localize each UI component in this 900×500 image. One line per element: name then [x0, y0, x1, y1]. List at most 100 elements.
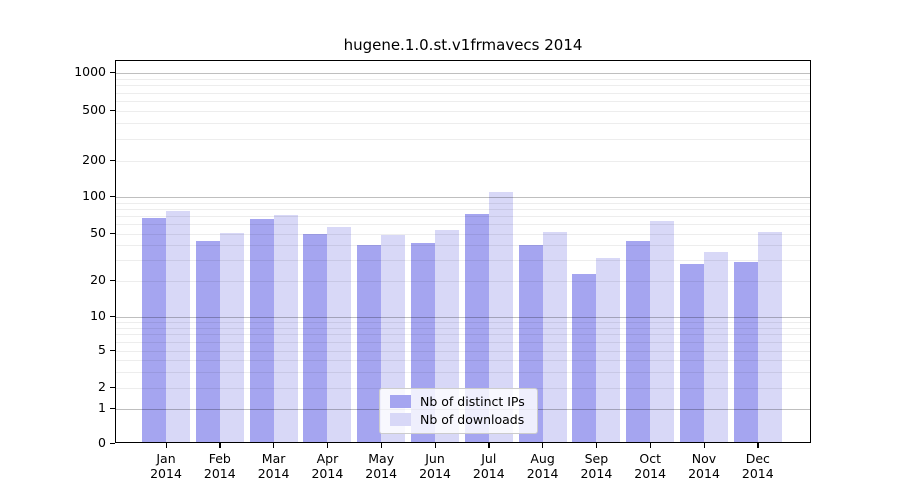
legend: Nb of distinct IPs Nb of downloads [379, 388, 538, 434]
bar-distinct-ips [195, 240, 220, 442]
minor-gridline [116, 85, 810, 87]
minor-gridline [116, 245, 810, 247]
bar-downloads [542, 232, 567, 442]
y-tick-mark [110, 159, 115, 161]
bar-distinct-ips [249, 218, 274, 442]
x-tick-mark [757, 443, 759, 448]
bar-distinct-ips [357, 244, 382, 442]
bar-distinct-ips [680, 263, 704, 442]
minor-gridline [116, 202, 810, 204]
y-tick-mark [110, 232, 115, 234]
legend-label-downloads: Nb of downloads [420, 412, 525, 427]
bar-distinct-ips [572, 274, 597, 442]
minor-gridline [116, 327, 810, 329]
minor-gridline [116, 78, 810, 80]
x-tick-mark [703, 443, 705, 448]
minor-gridline [116, 342, 810, 344]
x-tick-mark [434, 443, 436, 448]
y-tick-mark [110, 386, 115, 388]
minor-gridline [116, 260, 810, 262]
chart-title: hugene.1.0.st.v1frmavecs 2014 [343, 36, 583, 54]
major-gridline [116, 73, 810, 74]
x-tick-label: Apr 2014 [311, 451, 344, 481]
x-tick-label: Mar 2014 [257, 451, 290, 481]
y-tick-label: 0 [98, 435, 106, 450]
x-tick-label: Sep 2014 [580, 451, 613, 481]
bar-downloads [757, 232, 782, 442]
y-tick-mark [110, 349, 115, 351]
x-tick-mark [273, 443, 275, 448]
minor-gridline [116, 371, 810, 373]
legend-item-distinct-ips: Nb of distinct IPs [390, 394, 525, 409]
y-tick-mark [110, 279, 115, 281]
minor-gridline [116, 161, 810, 162]
x-tick-label: Jan 2014 [150, 451, 182, 481]
y-tick-label: 20 [90, 272, 106, 287]
bar-distinct-ips [733, 261, 758, 442]
minor-gridline [116, 322, 810, 324]
major-gridline [116, 317, 810, 318]
bar-downloads [166, 211, 190, 442]
y-tick-label: 10 [90, 308, 106, 323]
minor-gridline [116, 224, 810, 226]
bar-distinct-ips [626, 240, 651, 442]
bar-downloads [273, 214, 298, 442]
y-tick-label: 1 [98, 400, 106, 415]
legend-swatch-downloads [390, 413, 411, 426]
x-tick-label: May 2014 [365, 451, 398, 481]
bar-downloads [327, 226, 352, 442]
plot-area [115, 60, 811, 443]
minor-gridline [116, 360, 810, 361]
bar-downloads [704, 251, 728, 442]
y-tick-mark [110, 109, 115, 111]
x-tick-label: Aug 2014 [526, 451, 559, 481]
x-tick-mark [165, 443, 167, 448]
x-tick-mark [649, 443, 651, 448]
minor-gridline [116, 92, 810, 94]
y-tick-mark [110, 407, 115, 409]
y-tick-label: 100 [82, 188, 106, 203]
x-tick-mark [542, 443, 544, 448]
y-tick-label: 5 [98, 342, 106, 357]
x-tick-mark [326, 443, 329, 448]
y-tick-label: 200 [82, 152, 106, 167]
y-tick-label: 50 [90, 225, 106, 240]
x-tick-label: Dec 2014 [741, 451, 774, 481]
minor-gridline [116, 111, 810, 112]
x-tick-mark [595, 443, 598, 448]
x-tick-label: Jun 2014 [419, 451, 451, 481]
y-tick-label: 2 [98, 379, 106, 394]
legend-item-downloads: Nb of downloads [390, 412, 525, 427]
x-tick-mark [488, 443, 490, 448]
y-tick-mark [110, 315, 115, 317]
x-tick-label: Nov 2014 [688, 451, 720, 481]
bar-downloads [650, 220, 675, 442]
y-tick-label: 1000 [74, 64, 106, 79]
y-tick-label: 500 [82, 102, 106, 117]
bar-distinct-ips [142, 218, 166, 442]
x-tick-label: Jul 2014 [472, 451, 505, 481]
bar-downloads [219, 233, 244, 442]
x-tick-mark [380, 443, 382, 448]
minor-gridline [116, 234, 810, 235]
bar-downloads [596, 258, 621, 442]
minor-gridline [116, 281, 810, 282]
minor-gridline [116, 138, 810, 140]
minor-gridline [116, 101, 810, 102]
x-tick-label: Feb 2014 [203, 451, 236, 481]
minor-gridline [116, 208, 810, 210]
minor-gridline [116, 123, 810, 125]
y-tick-mark [110, 195, 115, 197]
minor-gridline [116, 351, 810, 352]
minor-gridline [116, 334, 810, 336]
bar-distinct-ips [303, 234, 328, 442]
legend-label-distinct-ips: Nb of distinct IPs [420, 394, 525, 409]
major-gridline [116, 197, 810, 198]
y-tick-mark [110, 442, 115, 444]
minor-gridline [116, 216, 810, 218]
y-tick-mark [110, 71, 115, 73]
legend-swatch-distinct-ips [390, 395, 411, 408]
x-tick-label: Oct 2014 [634, 451, 667, 481]
x-tick-mark [219, 443, 221, 448]
